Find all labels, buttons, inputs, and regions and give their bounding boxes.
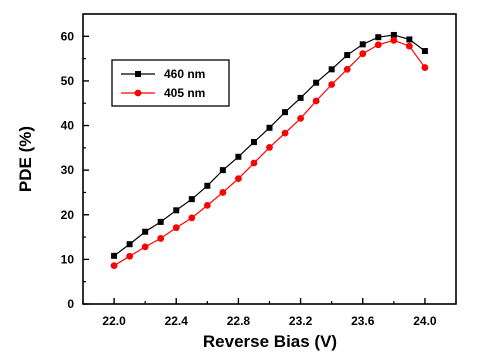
data-point [313,79,320,86]
y-tick-label: 20 [61,208,75,222]
y-tick-label: 50 [61,74,75,88]
data-point [406,36,413,43]
x-axis-title: Reverse Bias (V) [203,332,337,351]
data-point [126,241,133,248]
legend-marker-405nm [134,89,142,97]
x-tick-label: 23.6 [351,314,375,328]
legend-box [111,59,230,107]
data-point [405,42,413,50]
data-point [235,175,242,183]
data-point [172,224,180,232]
data-point [328,66,335,73]
data-point [235,153,242,160]
series-layer [110,31,429,270]
legend: 460 nm 405 nm [111,59,230,107]
data-point [250,159,258,167]
legend-marker-460nm [135,71,141,77]
data-point [219,189,227,196]
x-tick-label: 22.4 [165,314,189,328]
data-point [421,64,429,71]
y-axis-ticks: 0 10 20 30 40 50 60 [61,29,89,311]
data-point [390,31,397,38]
data-point [142,228,149,235]
data-point [343,65,351,73]
data-point [111,252,118,259]
data-point [188,214,196,222]
data-point [297,94,304,101]
y-tick-label: 60 [61,29,75,43]
data-point [141,243,149,251]
data-point [173,207,180,214]
y-tick-label: 10 [61,252,75,266]
data-point [266,124,273,131]
data-point [375,34,382,41]
data-point [204,182,211,189]
data-point [203,202,211,209]
legend-label-460nm: 460 nm [164,67,205,81]
y-tick-label: 40 [61,119,75,133]
plot-frame [82,13,457,305]
x-tick-label: 24.0 [413,314,437,328]
data-point [328,81,336,88]
x-tick-label: 22.8 [227,314,251,328]
data-point [126,252,134,260]
data-point [374,41,382,49]
data-point [188,196,195,203]
x-tick-label: 23.2 [289,314,313,328]
data-point [157,235,165,242]
legend-label-405nm: 405 nm [164,86,205,100]
y-axis-title: PDE (%) [16,126,35,192]
data-point [282,109,289,116]
data-point [281,129,289,137]
data-point [266,144,273,151]
data-point [250,139,257,146]
data-point [157,218,164,225]
y-tick-label: 0 [67,297,74,311]
data-point [359,41,366,48]
data-point [390,36,398,44]
data-point [297,115,304,122]
plot-area-border [82,13,457,305]
data-point [359,50,367,58]
legend-entry-460nm: 460 nm [121,67,205,81]
y-tick-label: 30 [61,163,75,177]
data-point [344,52,351,59]
data-point [421,48,428,55]
x-axis-ticks: 22.0 22.4 22.8 23.2 23.6 24.0 [82,298,457,328]
data-point [312,97,320,105]
legend-entry-405nm: 405 nm [121,86,205,100]
data-point [110,262,118,270]
x-tick-label: 22.0 [102,314,126,328]
data-point [219,167,226,174]
